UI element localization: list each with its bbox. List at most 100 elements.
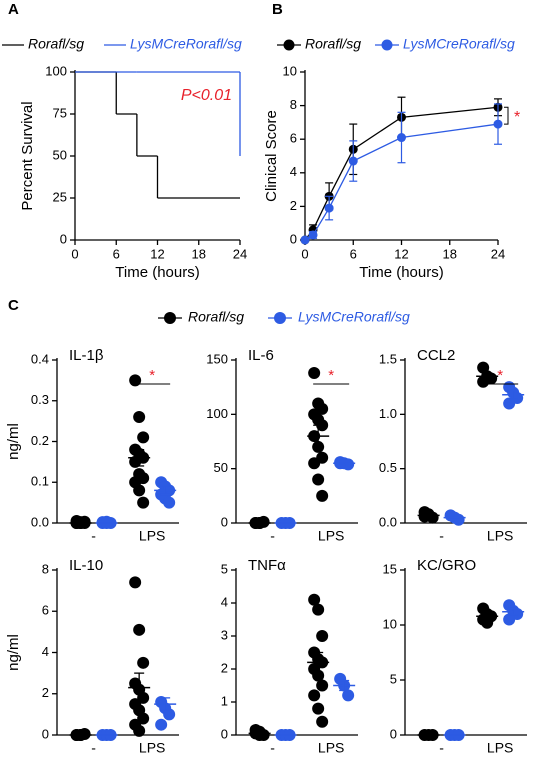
x-tick-label: LPS [487,528,513,544]
x-tick-label: - [270,528,275,544]
dot [316,715,329,728]
y-tick-label: 10 [283,63,297,78]
y-tick-label: 100 [45,63,67,78]
panel-title: TNFα [248,557,286,574]
legend-label: Rorafl/sg [28,36,84,52]
point [493,119,503,129]
panel-letter: A [8,1,19,18]
y-axis-label: ng/ml [5,634,22,671]
y-tick-label: 4 [221,594,228,609]
x-tick-label: LPS [139,740,165,756]
annotation: P<0.01 [181,87,232,104]
annotation: * [514,109,520,126]
x-tick-label: - [270,740,275,756]
y-axis-label: ng/ml [5,423,22,460]
y-axis-label: Percent Survival [19,101,36,210]
y-tick-label: 50 [214,460,228,475]
dot [477,375,490,388]
legend-label: LysMCreRorafl/sg [130,36,242,52]
dot [137,431,150,444]
panel-title: CCL2 [417,347,455,364]
y-tick-label: 0 [290,231,297,246]
x-tick-label: 24 [491,246,505,261]
y-tick-label: 15 [383,561,397,576]
x-tick-label: 12 [150,246,164,261]
y-axis-label: Clinical Score [263,110,280,202]
y-tick-label: 75 [53,105,67,120]
dot [133,623,146,636]
dot [155,718,168,731]
x-tick-label: LPS [139,528,165,544]
dot [133,411,146,424]
y-tick-label: 1.0 [379,406,397,421]
dot [133,724,146,737]
y-tick-label: 2 [221,660,228,675]
point [348,156,358,166]
x-tick-label: 24 [233,246,247,261]
dot [163,496,176,509]
y-tick-label: 8 [290,97,297,112]
legend-marker [164,312,176,324]
y-tick-label: 150 [206,351,228,366]
x-tick-label: 0 [301,246,308,261]
dot [316,489,329,502]
dot [418,510,431,523]
dot [308,457,321,470]
y-tick-label: 2 [290,198,297,213]
y-tick-label: 0.3 [31,392,49,407]
dot [308,689,321,702]
y-tick-label: 10 [383,616,397,631]
dot [133,484,146,497]
y-tick-label: 50 [53,147,67,162]
y-tick-label: 2 [42,685,49,700]
legend-marker [381,39,393,51]
y-tick-label: 6 [42,603,49,618]
dot [253,729,266,741]
x-tick-label: 12 [394,246,408,261]
legend-label: LysMCreRorafl/sg [403,36,515,52]
dot [342,689,355,702]
dot [503,613,516,626]
y-tick-label: 0.0 [379,514,397,529]
significance-bracket [504,106,509,125]
annotation: * [497,367,503,384]
x-tick-label: - [91,740,96,756]
dot [129,576,142,589]
dot [308,367,321,380]
dot [316,630,329,642]
legend-marker [283,39,295,51]
y-tick-label: 0.4 [31,351,49,366]
y-tick-label: 0.2 [31,433,49,448]
y-tick-label: 4 [42,644,49,659]
y-tick-label: 5 [390,671,397,686]
x-tick-label: LPS [487,740,513,756]
point [308,230,318,240]
panel-title: KC/GRO [417,557,476,574]
panel-title: IL-1β [69,347,104,364]
point [324,203,334,213]
dot [163,708,176,721]
y-tick-label: 0 [42,726,49,741]
legend-label: LysMCreRorafl/sg [298,309,410,325]
x-tick-label: - [91,528,96,544]
dot [503,397,516,410]
x-axis-label: Time (hours) [359,264,443,281]
y-tick-label: 5 [221,561,228,576]
x-tick-label: - [439,740,444,756]
x-tick-label: 6 [113,246,120,261]
x-tick-label: - [439,528,444,544]
dot [312,603,325,616]
legend-label: Rorafl/sg [188,309,244,325]
y-tick-label: 100 [206,406,228,421]
point [300,235,310,245]
dot [316,679,329,692]
dot [308,593,321,606]
x-tick-label: 18 [443,246,457,261]
panel-title: IL-6 [248,347,274,364]
panel-title: IL-10 [69,557,103,574]
legend-marker [274,312,286,324]
y-tick-label: 0 [221,514,228,529]
y-tick-label: 3 [221,627,228,642]
dot [137,656,150,669]
